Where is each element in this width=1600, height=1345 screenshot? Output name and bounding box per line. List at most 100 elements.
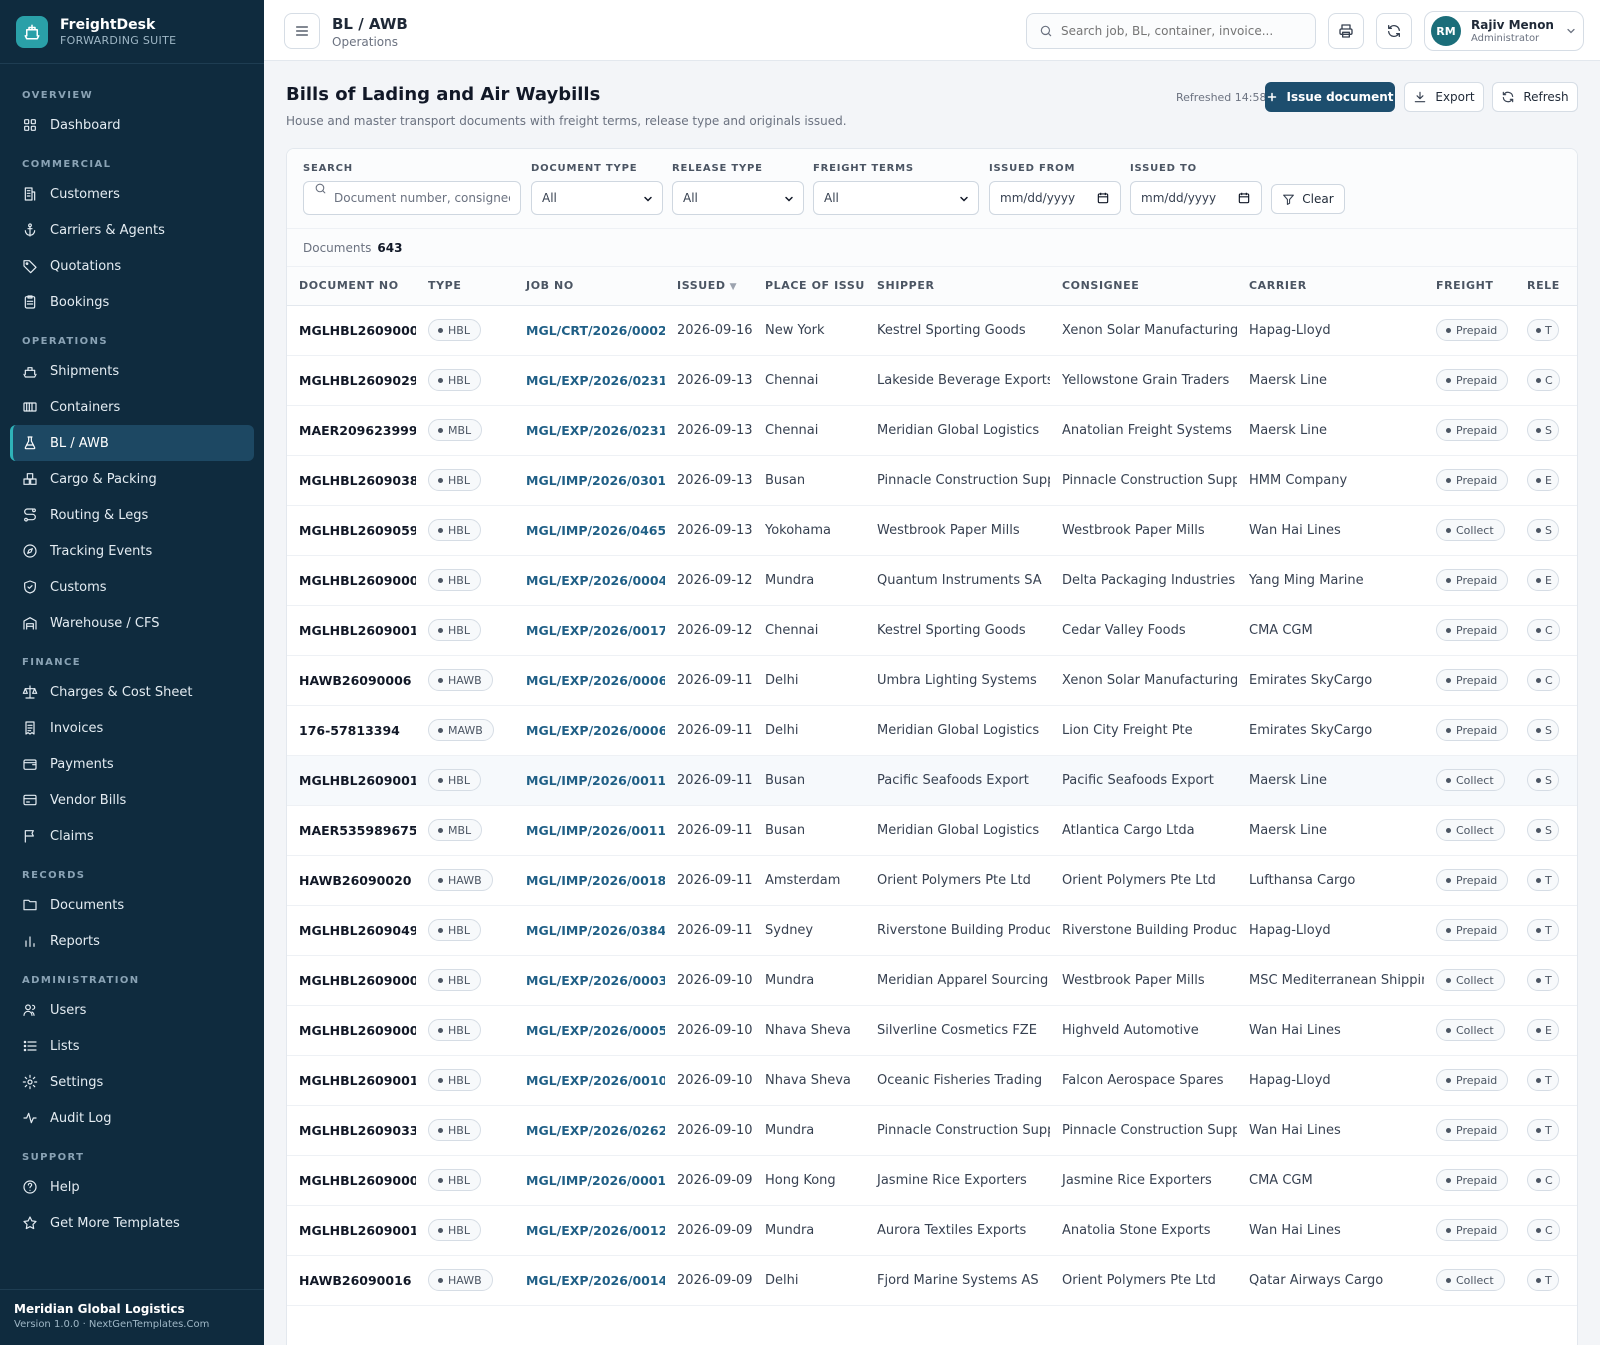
sidebar-item-quotations[interactable]: Quotations — [10, 248, 254, 284]
table-row[interactable]: MGLHBL26090293 HBL MGL/EXP/2026/0231 2026-0… — [287, 355, 1577, 406]
table-row[interactable]: MGLHBL26090003 HBL MGL/EXP/2026/0003 2026-0… — [287, 955, 1577, 1006]
freight-terms-select[interactable]: All — [813, 181, 979, 215]
cell-job-no[interactable]: MGL/EXP/2026/0231 — [514, 405, 665, 456]
refresh-button[interactable]: Refresh — [1492, 82, 1578, 112]
sidebar-item-customs[interactable]: Customs — [10, 569, 254, 605]
issued-to-input[interactable]: mm/dd/yyyy — [1130, 181, 1262, 215]
cell-job-no[interactable]: MGL/EXP/2026/0006 — [514, 655, 665, 706]
column-header-document-no[interactable]: DOCUMENT NO — [287, 267, 416, 306]
table-row[interactable]: HAWB26090020 HAWB MGL/IMP/2026/0018 2026-09… — [287, 855, 1577, 906]
export-button[interactable]: Export — [1404, 82, 1484, 112]
table-row[interactable]: MAER209623999 MBL MGL/EXP/2026/0231 2026-09… — [287, 405, 1577, 456]
brand[interactable]: FreightDesk FORWARDING SUITE — [0, 0, 264, 64]
column-header-carrier[interactable]: CARRIER — [1237, 267, 1424, 306]
column-header-consignee[interactable]: CONSIGNEE — [1050, 267, 1237, 306]
cell-job-no[interactable]: MGL/IMP/2026/0465 — [514, 505, 665, 556]
table-row[interactable]: MGLHBL26090004 HBL MGL/EXP/2026/0004 2026-0… — [287, 555, 1577, 606]
cell-job-no[interactable]: MGL/IMP/2026/0011 — [514, 755, 665, 806]
sidebar-item-settings[interactable]: Settings — [10, 1064, 254, 1100]
sidebar-item-dashboard[interactable]: Dashboard — [10, 107, 254, 143]
release-type-label: RELEASE TYPE — [672, 163, 763, 174]
sidebar-item-invoices[interactable]: Invoices — [10, 710, 254, 746]
sidebar-item-customers[interactable]: Customers — [10, 176, 254, 212]
cell-job-no[interactable]: MGL/EXP/2026/0262 — [514, 1105, 665, 1156]
documents-card: SEARCH Document number, consignee, j DOC… — [286, 148, 1578, 1345]
sidebar-item-get-more-templates[interactable]: Get More Templates — [10, 1205, 254, 1241]
sidebar-item-reports[interactable]: Reports — [10, 923, 254, 959]
table-row[interactable]: MGLHBL26090490 HBL MGL/IMP/2026/0384 2026-0… — [287, 905, 1577, 956]
cell-job-no[interactable]: MGL/EXP/2026/0014 — [514, 1255, 665, 1306]
column-header-issued[interactable]: ISSUED ▼ — [665, 267, 753, 306]
column-header-job-no[interactable]: JOB NO — [514, 267, 665, 306]
release-type-select[interactable]: All — [672, 181, 804, 215]
table-row[interactable]: MGLHBL26090596 HBL MGL/IMP/2026/0465 2026-0… — [287, 505, 1577, 556]
issued-from-input[interactable]: mm/dd/yyyy — [989, 181, 1121, 215]
table-row[interactable]: MGLHBL26090383 HBL MGL/IMP/2026/0301 2026-0… — [287, 455, 1577, 506]
sidebar-item-bl-awb[interactable]: BL / AWB — [10, 425, 254, 461]
global-search[interactable] — [1026, 13, 1316, 49]
cell-freight: Prepaid — [1424, 905, 1515, 956]
column-header-rele[interactable]: RELE — [1515, 267, 1577, 306]
sidebar-item-bookings[interactable]: Bookings — [10, 284, 254, 320]
table-row[interactable]: MGLHBL26090012 HBL MGL/IMP/2026/0011 2026-0… — [287, 755, 1577, 806]
document-type-select[interactable]: All — [531, 181, 663, 215]
cell-job-no[interactable]: MGL/IMP/2026/0301 — [514, 455, 665, 506]
column-header-place-of-issue[interactable]: PLACE OF ISSUE — [753, 267, 865, 306]
cell-shipper: Umbra Lighting Systems — [865, 655, 1050, 706]
sidebar-item-audit-log[interactable]: Audit Log — [10, 1100, 254, 1136]
table-row[interactable]: 176-57813394 MAWB MGL/EXP/2026/0006 2026-09… — [287, 705, 1577, 756]
cell-job-no[interactable]: MGL/EXP/2026/0010 — [514, 1055, 665, 1106]
column-header-type[interactable]: TYPE — [416, 267, 514, 306]
cell-job-no[interactable]: MGL/EXP/2026/0005 — [514, 1005, 665, 1056]
sidebar-item-payments[interactable]: Payments — [10, 746, 254, 782]
table-row[interactable]: MGLHBL26090002 HBL MGL/CRT/2026/0002 2026-0… — [287, 305, 1577, 356]
cell-job-no[interactable]: MGL/EXP/2026/0017 — [514, 605, 665, 656]
cell-job-no[interactable]: MGL/EXP/2026/0012 — [514, 1205, 665, 1256]
column-header-freight[interactable]: FREIGHT — [1424, 267, 1515, 306]
cell-job-no[interactable]: MGL/EXP/2026/0003 — [514, 955, 665, 1006]
issue-document-button[interactable]: Issue document — [1265, 82, 1395, 112]
sidebar-item-vendor-bills[interactable]: Vendor Bills — [10, 782, 254, 818]
sidebar-item-claims[interactable]: Claims — [10, 818, 254, 854]
cell-job-no[interactable]: MGL/EXP/2026/0006 — [514, 705, 665, 756]
cell-job-no[interactable]: MGL/EXP/2026/0231 — [514, 355, 665, 406]
sidebar-item-shipments[interactable]: Shipments — [10, 353, 254, 389]
cell-job-no[interactable]: MGL/CRT/2026/0002 — [514, 305, 665, 356]
sidebar-item-documents[interactable]: Documents — [10, 887, 254, 923]
sidebar-item-cargo-and-packing[interactable]: Cargo & Packing — [10, 461, 254, 497]
sidebar-item-carriers-and-agents[interactable]: Carriers & Agents — [10, 212, 254, 248]
sidebar-item-containers[interactable]: Containers — [10, 389, 254, 425]
column-header-shipper[interactable]: SHIPPER — [865, 267, 1050, 306]
sidebar-item-warehouse-cfs[interactable]: Warehouse / CFS — [10, 605, 254, 641]
table-row[interactable]: MAER535989675 MBL MGL/IMP/2026/0011 2026-09… — [287, 805, 1577, 856]
document-search-input[interactable]: Document number, consignee, j — [303, 181, 521, 215]
table-row[interactable]: MGLHBL26090011 HBL MGL/EXP/2026/0010 2026-0… — [287, 1055, 1577, 1106]
sidebar-item-users[interactable]: Users — [10, 992, 254, 1028]
menu-toggle-button[interactable] — [284, 13, 320, 49]
sidebar-item-charges-and-cost-sheet[interactable]: Charges & Cost Sheet — [10, 674, 254, 710]
table-row[interactable]: HAWB26090016 HAWB MGL/EXP/2026/0014 2026-09… — [287, 1255, 1577, 1306]
cell-job-no[interactable]: MGL/IMP/2026/0011 — [514, 805, 665, 856]
global-search-input[interactable] — [1061, 24, 1301, 38]
print-button[interactable] — [1328, 13, 1364, 49]
table-row[interactable]: HAWB26090006 HAWB MGL/EXP/2026/0006 2026-09… — [287, 655, 1577, 706]
cell-document-no: 176-57813394 — [287, 705, 416, 756]
table-row[interactable]: MGLHBL26090014 HBL MGL/EXP/2026/0012 2026-0… — [287, 1205, 1577, 1256]
sidebar-item-lists[interactable]: Lists — [10, 1028, 254, 1064]
sort-desc-icon[interactable]: ▼ — [729, 282, 738, 293]
cell-job-no[interactable]: MGL/IMP/2026/0001 — [514, 1155, 665, 1206]
sidebar-item-routing-and-legs[interactable]: Routing & Legs — [10, 497, 254, 533]
table-row[interactable]: MGLHBL26090001 HBL MGL/IMP/2026/0001 2026-0… — [287, 1155, 1577, 1206]
cell-job-no[interactable]: MGL/IMP/2026/0384 — [514, 905, 665, 956]
user-menu[interactable]: RM Rajiv Menon Administrator — [1424, 11, 1584, 51]
table-row[interactable]: MGLHBL26090332 HBL MGL/EXP/2026/0262 2026-0… — [287, 1105, 1577, 1156]
sidebar-item-help[interactable]: Help — [10, 1169, 254, 1205]
sidebar-item-tracking-events[interactable]: Tracking Events — [10, 533, 254, 569]
cell-job-no[interactable]: MGL/IMP/2026/0018 — [514, 855, 665, 906]
table-row[interactable]: MGLHBL26090019 HBL MGL/EXP/2026/0017 2026-0… — [287, 605, 1577, 656]
cell-job-no[interactable]: MGL/EXP/2026/0004 — [514, 555, 665, 606]
table-row[interactable]: MGLHBL26090005 HBL MGL/EXP/2026/0005 2026-0… — [287, 1005, 1577, 1056]
clear-filters-button[interactable]: Clear — [1271, 184, 1345, 214]
sync-button[interactable] — [1376, 13, 1412, 49]
cell-consignee: Anatolian Freight Systems — [1050, 405, 1237, 456]
